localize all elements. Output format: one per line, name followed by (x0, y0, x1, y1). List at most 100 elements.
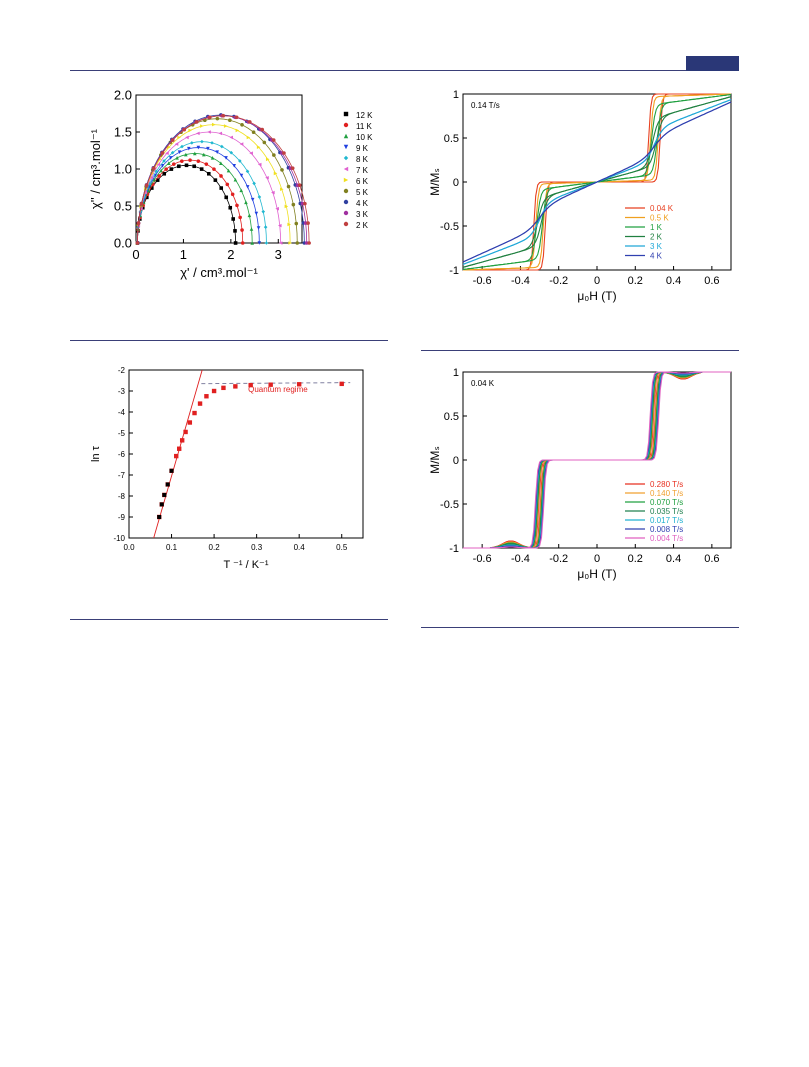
hysteresis-temperature-chart: -0.6 -0.4 -0.2 0 0.2 0.4 0.6 -1 -0.5 0 0.5 1 μ₀H (T)… (428, 89, 732, 303)
data-point (250, 241, 254, 245)
x-tick-label: 0.4 (666, 553, 681, 565)
data-point (228, 118, 232, 123)
data-point (168, 156, 173, 160)
data-point (239, 188, 244, 193)
data-point (177, 150, 182, 155)
data-point (238, 159, 242, 163)
data-point-red (233, 384, 238, 389)
data-point (232, 163, 236, 168)
y-tick-label: -3 (118, 387, 126, 396)
data-point (156, 162, 161, 167)
y-tick-label: -7 (118, 471, 126, 480)
fit-curve (137, 124, 291, 244)
data-point (184, 152, 188, 157)
figure-rule-1 (70, 340, 388, 341)
data-point (265, 157, 270, 162)
data-point (185, 135, 189, 140)
data-point (199, 167, 204, 171)
data-point (160, 151, 165, 155)
x-tick-label: -0.4 (511, 275, 530, 287)
figure-rule-4 (421, 627, 739, 628)
data-point (257, 195, 262, 199)
data-point (223, 124, 228, 128)
x-tick-label: 2 (227, 247, 234, 262)
x-tick-label: -0.6 (473, 553, 492, 565)
data-point (208, 115, 212, 120)
legend-label: 0.004 T/s (650, 534, 683, 543)
data-point (229, 135, 233, 140)
legend-label: 2 K (356, 221, 369, 230)
data-point (136, 221, 141, 225)
data-point-black (159, 502, 164, 507)
data-point (278, 241, 283, 245)
data-point (343, 177, 349, 183)
data-point (235, 203, 239, 208)
data-point (193, 151, 197, 156)
fit-curve (137, 159, 244, 244)
x-tick-label: -0.6 (473, 275, 492, 287)
data-point-red (221, 385, 226, 391)
y-tick-label: -6 (118, 450, 126, 459)
y-tick-label: -5 (118, 429, 126, 438)
data-point (169, 167, 174, 171)
legend-label: 4 K (356, 199, 369, 208)
y-tick-label: 0.0 (114, 236, 132, 251)
data-point (184, 163, 189, 168)
data-point (171, 138, 175, 142)
data-point (290, 166, 295, 170)
header-rule (70, 70, 739, 71)
data-point (180, 159, 184, 163)
data-point (175, 156, 179, 160)
figure-rule-3 (70, 619, 388, 620)
data-point (226, 168, 231, 173)
data-point (244, 200, 248, 205)
y-tick-label: 1 (453, 89, 459, 101)
legend-label: 4 K (650, 252, 663, 261)
data-point (238, 215, 242, 220)
data-point (343, 155, 349, 161)
data-point (275, 206, 279, 211)
x-tick-label: 0.2 (628, 553, 643, 565)
data-point (294, 221, 299, 226)
data-point (170, 150, 175, 155)
legend-label: 0.5 K (650, 214, 669, 223)
data-point-red (174, 453, 179, 459)
data-point (155, 178, 160, 182)
data-point (177, 164, 181, 169)
data-point (245, 185, 250, 189)
data-point (247, 213, 252, 218)
data-point (139, 201, 144, 206)
data-point (250, 197, 255, 202)
data-point (196, 131, 200, 136)
plot-frame (135, 94, 303, 244)
data-point (233, 241, 238, 245)
x-tick-label: 0.3 (251, 543, 263, 552)
y-tick-label: -2 (118, 366, 126, 375)
y-tick-label: -1 (449, 265, 459, 277)
data-point-red (248, 382, 253, 388)
data-point (249, 227, 254, 231)
data-point (215, 116, 220, 121)
x-axis-label: T ⁻¹ / K⁻¹ (223, 559, 268, 571)
data-point (343, 166, 349, 172)
legend-label: 7 K (356, 166, 369, 175)
data-point (233, 229, 237, 233)
data-point (211, 122, 216, 127)
data-point (230, 192, 235, 197)
legend-label: 3 K (356, 210, 369, 219)
data-point (180, 144, 184, 149)
x-tick-label: 0.0 (123, 543, 135, 552)
data-point (286, 184, 291, 189)
data-point (190, 141, 194, 145)
data-point (224, 156, 228, 160)
data-point (240, 228, 244, 232)
data-point (228, 205, 233, 210)
data-point (343, 111, 349, 117)
y-tick-label: -4 (118, 408, 126, 417)
data-point (165, 151, 169, 155)
data-point (239, 142, 244, 146)
x-tick-label: 0 (594, 553, 600, 565)
data-point-red (179, 438, 185, 443)
y-tick-label: -0.5 (440, 499, 459, 511)
data-point (157, 174, 161, 178)
